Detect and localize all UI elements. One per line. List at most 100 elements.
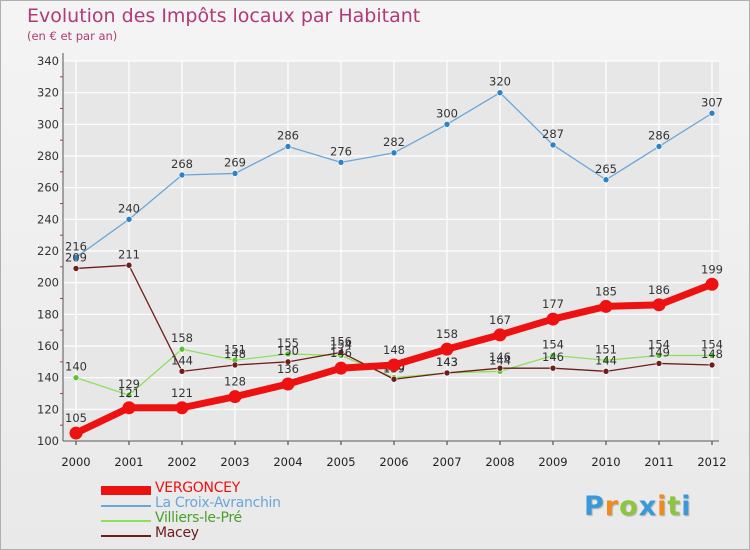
data-point-vergoncey bbox=[334, 361, 348, 375]
y-tick-label: 120 bbox=[37, 402, 59, 416]
data-point-villiers-le-pr- bbox=[125, 391, 133, 399]
data-label-la-croix-avranchin: 300 bbox=[436, 106, 458, 120]
data-point-macey bbox=[496, 364, 504, 372]
legend-swatch-villiers-le-pre bbox=[101, 520, 151, 522]
data-point-macey bbox=[549, 364, 557, 372]
data-label-villiers-le-pr-: 140 bbox=[65, 360, 87, 374]
x-tick-label: 2007 bbox=[432, 455, 461, 469]
data-point-vergoncey bbox=[440, 342, 454, 356]
data-point-vergoncey bbox=[122, 401, 136, 415]
data-label-la-croix-avranchin: 269 bbox=[224, 155, 246, 169]
data-label-villiers-le-pr-: 158 bbox=[171, 331, 193, 345]
logo-letter: r bbox=[604, 491, 620, 522]
data-label-la-croix-avranchin: 320 bbox=[489, 75, 511, 89]
y-tick-label: 180 bbox=[37, 307, 59, 321]
data-label-vergoncey: 121 bbox=[171, 386, 193, 400]
data-point-villiers-le-pr- bbox=[602, 356, 610, 364]
data-label-macey: 146 bbox=[489, 350, 511, 364]
logo-letter: P bbox=[584, 491, 605, 522]
data-label-la-croix-avranchin: 268 bbox=[171, 157, 193, 171]
data-point-vergoncey bbox=[175, 401, 189, 415]
y-tick-label: 160 bbox=[37, 339, 59, 353]
y-tick-label: 300 bbox=[37, 117, 59, 131]
legend: VERGONCEY La Croix-Avranchin Villiers-le… bbox=[101, 480, 421, 543]
data-point-la-croix-avranchin bbox=[496, 89, 504, 96]
data-point-vergoncey bbox=[69, 426, 83, 440]
data-point-la-croix-avranchin bbox=[284, 143, 292, 150]
data-label-la-croix-avranchin: 265 bbox=[595, 162, 617, 176]
data-label-macey: 143 bbox=[436, 355, 458, 369]
data-label-la-croix-avranchin: 276 bbox=[330, 144, 352, 158]
legend-item-villiers-le-pre: Villiers-le-Pré bbox=[101, 510, 421, 528]
data-label-macey: 144 bbox=[171, 353, 193, 367]
data-label-vergoncey: 148 bbox=[383, 343, 405, 357]
data-label-vergoncey: 177 bbox=[542, 297, 564, 311]
data-point-villiers-le-pr- bbox=[655, 352, 663, 359]
data-point-villiers-le-pr- bbox=[708, 352, 716, 359]
y-tick-label: 220 bbox=[37, 244, 59, 258]
data-point-vergoncey bbox=[705, 277, 719, 291]
logo-letter: t bbox=[667, 491, 682, 522]
x-tick-label: 2000 bbox=[61, 455, 90, 469]
data-label-la-croix-avranchin: 286 bbox=[277, 129, 299, 143]
data-label-la-croix-avranchin: 240 bbox=[118, 201, 140, 215]
data-label-villiers-le-pr-: 154 bbox=[542, 338, 564, 352]
y-tick-label: 200 bbox=[37, 276, 59, 290]
data-point-la-croix-avranchin bbox=[602, 176, 610, 184]
legend-label-vergoncey: VERGONCEY bbox=[155, 480, 240, 496]
data-point-macey bbox=[231, 361, 239, 369]
data-point-macey bbox=[72, 265, 80, 272]
data-point-vergoncey bbox=[387, 358, 401, 372]
proxiti-logo: Proxiti bbox=[584, 491, 692, 522]
data-point-macey bbox=[337, 349, 345, 356]
data-point-macey bbox=[125, 261, 133, 269]
data-label-macey: 209 bbox=[65, 250, 87, 264]
x-tick-label: 2011 bbox=[644, 455, 673, 469]
data-point-macey bbox=[284, 358, 292, 366]
data-label-vergoncey: 136 bbox=[277, 362, 299, 376]
logo-letter: i bbox=[681, 491, 692, 522]
data-point-la-croix-avranchin bbox=[178, 171, 186, 179]
y-tick-label: 260 bbox=[37, 181, 59, 195]
data-label-la-croix-avranchin: 282 bbox=[383, 135, 405, 149]
data-point-vergoncey bbox=[546, 312, 560, 326]
legend-item-la-croix-avranchin: La Croix-Avranchin bbox=[101, 495, 421, 513]
data-label-macey: 156 bbox=[330, 334, 352, 348]
data-point-la-croix-avranchin bbox=[549, 141, 557, 149]
data-label-villiers-le-pr-: 154 bbox=[648, 338, 670, 352]
logo-letter: x bbox=[638, 491, 658, 522]
y-tick-label: 340 bbox=[37, 54, 59, 68]
logo-letter: o bbox=[619, 491, 639, 522]
x-tick-label: 2006 bbox=[379, 455, 408, 469]
data-label-vergoncey: 158 bbox=[436, 327, 458, 341]
data-label-villiers-le-pr-: 151 bbox=[595, 342, 617, 356]
legend-label-macey: Macey bbox=[155, 525, 199, 541]
data-point-la-croix-avranchin bbox=[655, 143, 663, 150]
data-label-la-croix-avranchin: 216 bbox=[65, 239, 87, 253]
data-label-vergoncey: 128 bbox=[224, 375, 246, 389]
data-point-villiers-le-pr- bbox=[549, 352, 557, 359]
x-tick-label: 2012 bbox=[697, 455, 726, 469]
data-label-vergoncey: 105 bbox=[65, 411, 87, 425]
data-label-macey: 148 bbox=[224, 347, 246, 361]
data-label-vergoncey: 185 bbox=[595, 284, 617, 298]
data-label-la-croix-avranchin: 307 bbox=[701, 95, 723, 109]
data-point-villiers-le-pr- bbox=[178, 345, 186, 353]
data-point-la-croix-avranchin bbox=[72, 254, 80, 261]
data-point-macey bbox=[443, 369, 451, 377]
y-tick-label: 240 bbox=[37, 212, 59, 226]
y-tick-label: 100 bbox=[37, 434, 59, 448]
x-tick-label: 2010 bbox=[591, 455, 620, 469]
x-tick-label: 2002 bbox=[167, 455, 196, 469]
data-point-macey bbox=[708, 361, 716, 369]
data-point-vergoncey bbox=[493, 328, 507, 342]
data-label-macey: 211 bbox=[118, 247, 140, 261]
x-tick-label: 2009 bbox=[538, 455, 567, 469]
data-point-la-croix-avranchin bbox=[125, 216, 133, 223]
x-tick-label: 2005 bbox=[326, 455, 355, 469]
data-point-vergoncey bbox=[228, 390, 242, 404]
data-label-villiers-le-pr-: 143 bbox=[436, 355, 458, 369]
data-point-la-croix-avranchin bbox=[231, 170, 239, 177]
data-label-la-croix-avranchin: 286 bbox=[648, 129, 670, 143]
data-point-vergoncey bbox=[652, 298, 666, 312]
